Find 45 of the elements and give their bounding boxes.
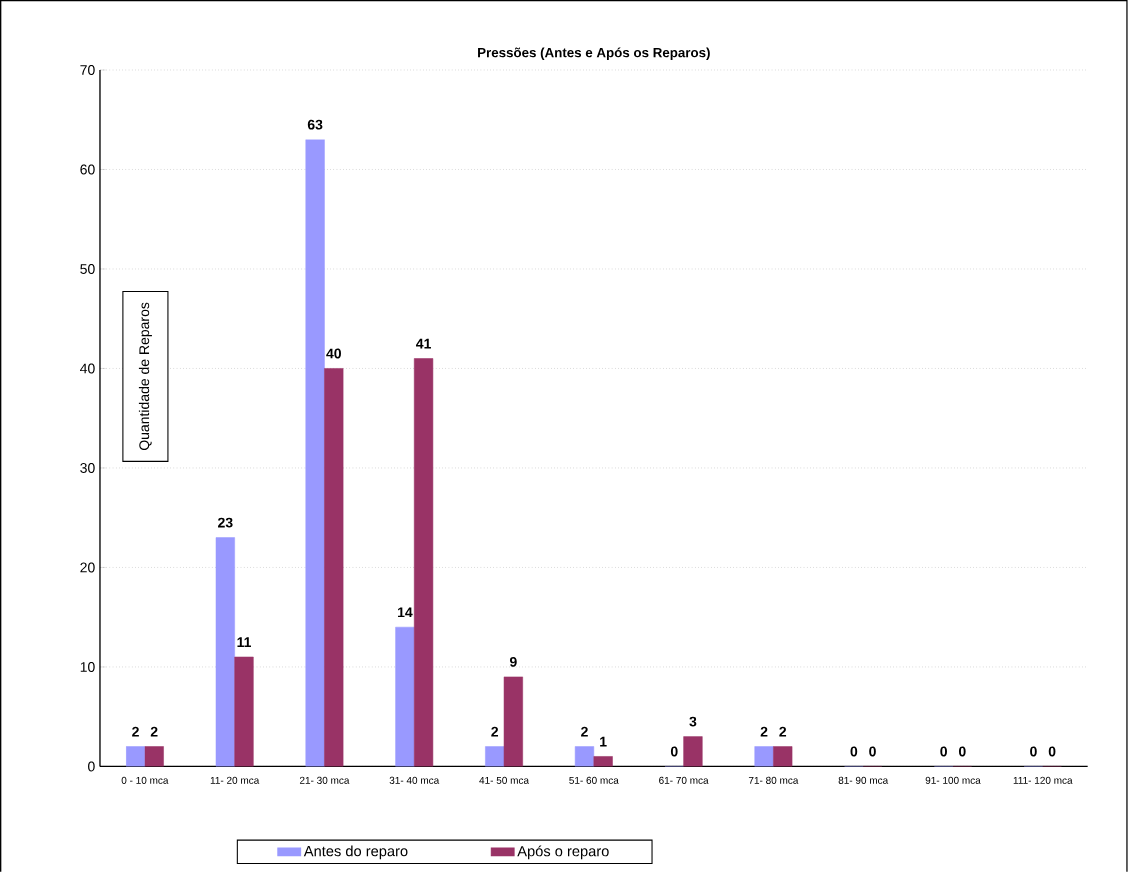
x-tick-label: 31- 40 mca [389,776,440,785]
legend-label: Antes do reparo [303,845,408,860]
x-tick-label: 41- 50 mca [479,776,530,785]
y-tick-label: 20 [80,562,95,573]
data-label: 0 [1030,746,1037,757]
data-label: 63 [307,119,323,130]
x-tick-label: 61- 70 mca [659,776,709,785]
legend-label: Após o reparo [517,845,609,860]
data-label: 0 [869,746,876,757]
y-tick-label: 10 [80,662,95,673]
data-label: 9 [509,657,517,667]
data-label: 2 [581,726,588,737]
y-tick-label: 0 [88,761,95,772]
y-axis-title: Quantidade de Reparos [138,302,152,451]
data-label: 2 [150,726,158,737]
data-label: 0 [670,746,678,757]
data-label: 0 [1048,746,1056,757]
data-label: 2 [779,726,787,737]
x-tick-label: 21- 30 mca [299,776,350,785]
x-tick-label: 11- 20 mca [210,776,260,785]
y-tick-label: 30 [80,463,95,474]
x-tick-label: 71- 80 mca [748,776,799,785]
data-label: 1 [600,736,607,747]
data-label: 14 [398,607,413,618]
x-tick-label: 111- 120 mca [1013,776,1073,785]
x-tick-label: 81- 90 mca [838,776,889,785]
y-tick-label: 60 [80,164,95,175]
data-label: 2 [760,726,768,737]
data-label: 40 [326,348,341,359]
data-label: 23 [218,517,233,528]
data-label: 0 [958,746,966,757]
x-tick-label: 51- 60 mca [569,776,619,785]
y-tick-label: 40 [80,363,95,374]
data-label: 41 [416,338,431,349]
x-tick-label: 91- 100 mca [925,776,981,785]
data-label: 2 [491,726,499,737]
data-label: 0 [850,746,858,757]
y-tick-label: 70 [80,65,95,76]
x-tick-label: 0 - 10 mca [121,776,169,785]
data-label: 2 [132,726,139,737]
data-label: 3 [689,716,697,727]
data-label: 11 [237,637,251,648]
y-tick-label: 50 [80,264,95,275]
data-label: 0 [940,746,947,757]
chart-title: Pressões (Antes e Após os Reparos) [478,47,710,61]
